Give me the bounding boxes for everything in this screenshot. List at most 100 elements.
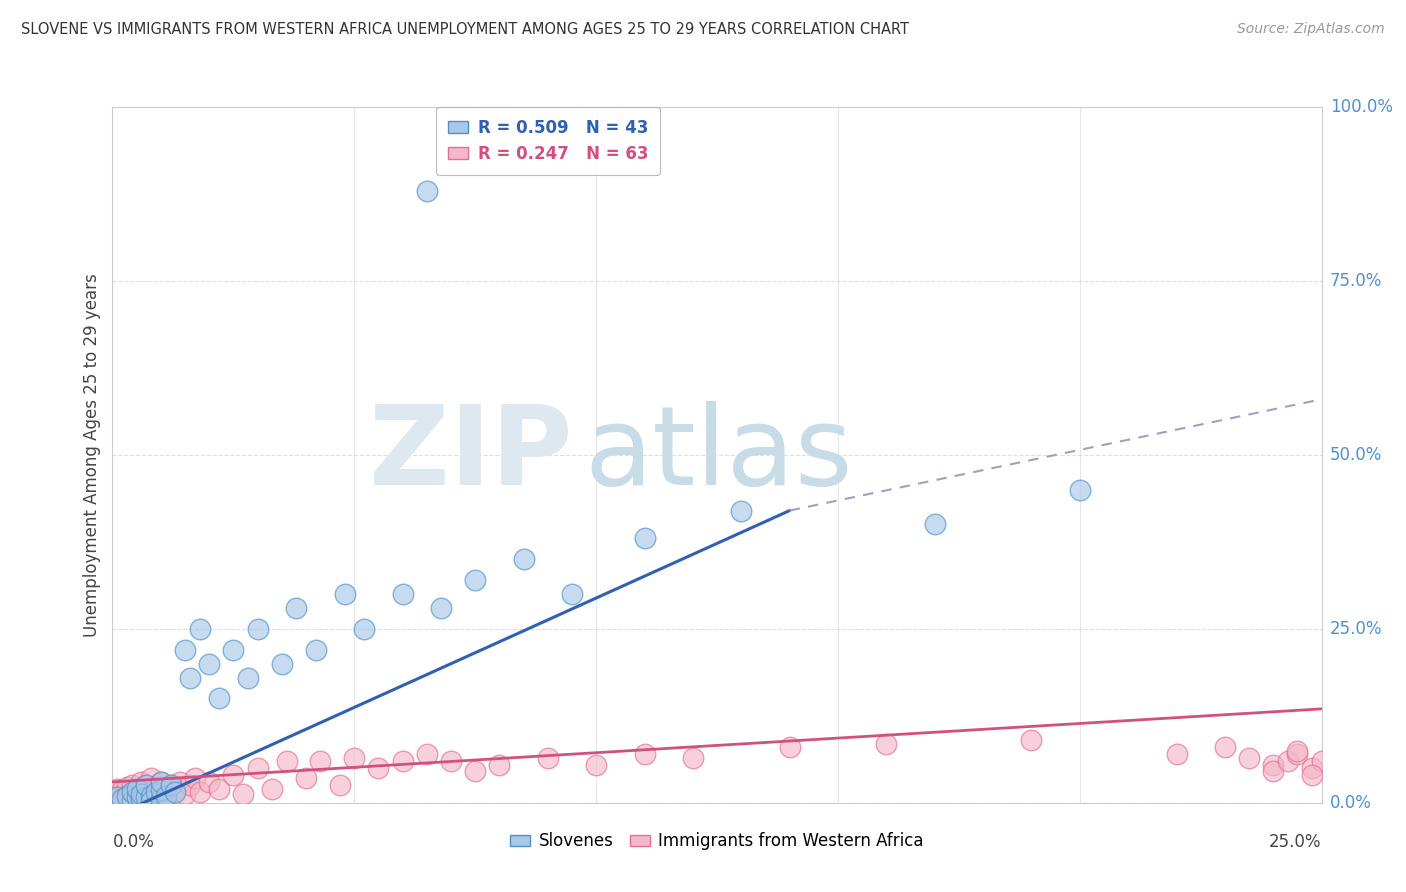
Point xyxy=(125,790,148,805)
Point xyxy=(488,757,510,772)
Point xyxy=(585,757,607,772)
Point xyxy=(125,785,148,799)
Point xyxy=(111,783,134,797)
Point xyxy=(111,790,134,805)
Point xyxy=(174,642,197,657)
Point xyxy=(1213,740,1236,755)
Point xyxy=(262,781,284,796)
Point xyxy=(391,754,413,768)
Point xyxy=(141,788,163,802)
Text: ZIP: ZIP xyxy=(368,401,572,508)
Point xyxy=(391,587,413,601)
Text: 25.0%: 25.0% xyxy=(1270,833,1322,851)
Point xyxy=(105,790,128,805)
Point xyxy=(179,778,201,792)
Point xyxy=(188,785,211,799)
Point xyxy=(1166,747,1188,761)
Text: 25.0%: 25.0% xyxy=(1330,620,1382,638)
Point xyxy=(1310,754,1333,768)
Point xyxy=(159,778,181,792)
Point xyxy=(135,778,157,792)
Point xyxy=(135,790,157,805)
Point xyxy=(105,789,128,803)
Y-axis label: Unemployment Among Ages 25 to 29 years: Unemployment Among Ages 25 to 29 years xyxy=(83,273,101,637)
Point xyxy=(416,184,439,198)
Text: SLOVENE VS IMMIGRANTS FROM WESTERN AFRICA UNEMPLOYMENT AMONG AGES 25 TO 29 YEARS: SLOVENE VS IMMIGRANTS FROM WESTERN AFRIC… xyxy=(21,22,910,37)
Point xyxy=(145,785,167,799)
Point xyxy=(537,750,560,764)
Point xyxy=(125,781,148,796)
Point xyxy=(367,761,389,775)
Point xyxy=(105,781,128,796)
Point xyxy=(121,778,143,792)
Point xyxy=(329,778,352,792)
Point xyxy=(131,788,153,802)
Point xyxy=(270,657,292,671)
Point xyxy=(149,792,172,806)
Point xyxy=(141,789,163,803)
Point xyxy=(149,775,172,789)
Point xyxy=(1301,768,1323,782)
Text: 0.0%: 0.0% xyxy=(112,833,155,851)
Point xyxy=(1069,483,1091,497)
Point xyxy=(183,772,205,786)
Point xyxy=(131,775,153,789)
Point xyxy=(246,761,269,775)
Point xyxy=(222,768,245,782)
Point xyxy=(276,754,298,768)
Point xyxy=(464,764,486,779)
Point xyxy=(135,778,157,792)
Point xyxy=(208,781,231,796)
Point xyxy=(121,788,143,802)
Point xyxy=(111,792,134,806)
Point xyxy=(198,775,221,789)
Point xyxy=(131,783,153,797)
Point xyxy=(165,783,187,797)
Point xyxy=(561,587,583,601)
Point xyxy=(145,790,167,805)
Point xyxy=(464,573,486,587)
Point xyxy=(353,622,375,636)
Point xyxy=(174,788,197,802)
Point xyxy=(1263,764,1285,779)
Point xyxy=(1277,754,1299,768)
Point xyxy=(236,671,259,685)
Point xyxy=(149,785,172,799)
Text: 100.0%: 100.0% xyxy=(1330,98,1393,116)
Text: 75.0%: 75.0% xyxy=(1330,272,1382,290)
Text: 50.0%: 50.0% xyxy=(1330,446,1382,464)
Point xyxy=(430,601,453,615)
Text: atlas: atlas xyxy=(583,401,852,508)
Point xyxy=(333,587,356,601)
Point xyxy=(145,780,167,795)
Point xyxy=(309,754,332,768)
Point xyxy=(343,750,366,764)
Point xyxy=(188,622,211,636)
Point xyxy=(131,792,153,806)
Point xyxy=(1237,750,1260,764)
Point xyxy=(179,671,201,685)
Point xyxy=(285,601,308,615)
Point xyxy=(1021,733,1043,747)
Point xyxy=(115,780,138,795)
Point xyxy=(512,552,534,566)
Point xyxy=(779,740,801,755)
Point xyxy=(304,642,326,657)
Point xyxy=(155,789,177,803)
Point xyxy=(633,747,655,761)
Point xyxy=(135,789,157,803)
Point xyxy=(440,754,463,768)
Point xyxy=(295,772,318,786)
Point xyxy=(208,691,231,706)
Point xyxy=(115,792,138,806)
Point xyxy=(416,747,439,761)
Point xyxy=(730,503,752,517)
Text: Source: ZipAtlas.com: Source: ZipAtlas.com xyxy=(1237,22,1385,37)
Point xyxy=(121,794,143,808)
Point xyxy=(1263,757,1285,772)
Point xyxy=(633,532,655,546)
Point xyxy=(115,789,138,803)
Point xyxy=(149,783,172,797)
Point xyxy=(875,737,897,751)
Point xyxy=(1286,744,1309,758)
